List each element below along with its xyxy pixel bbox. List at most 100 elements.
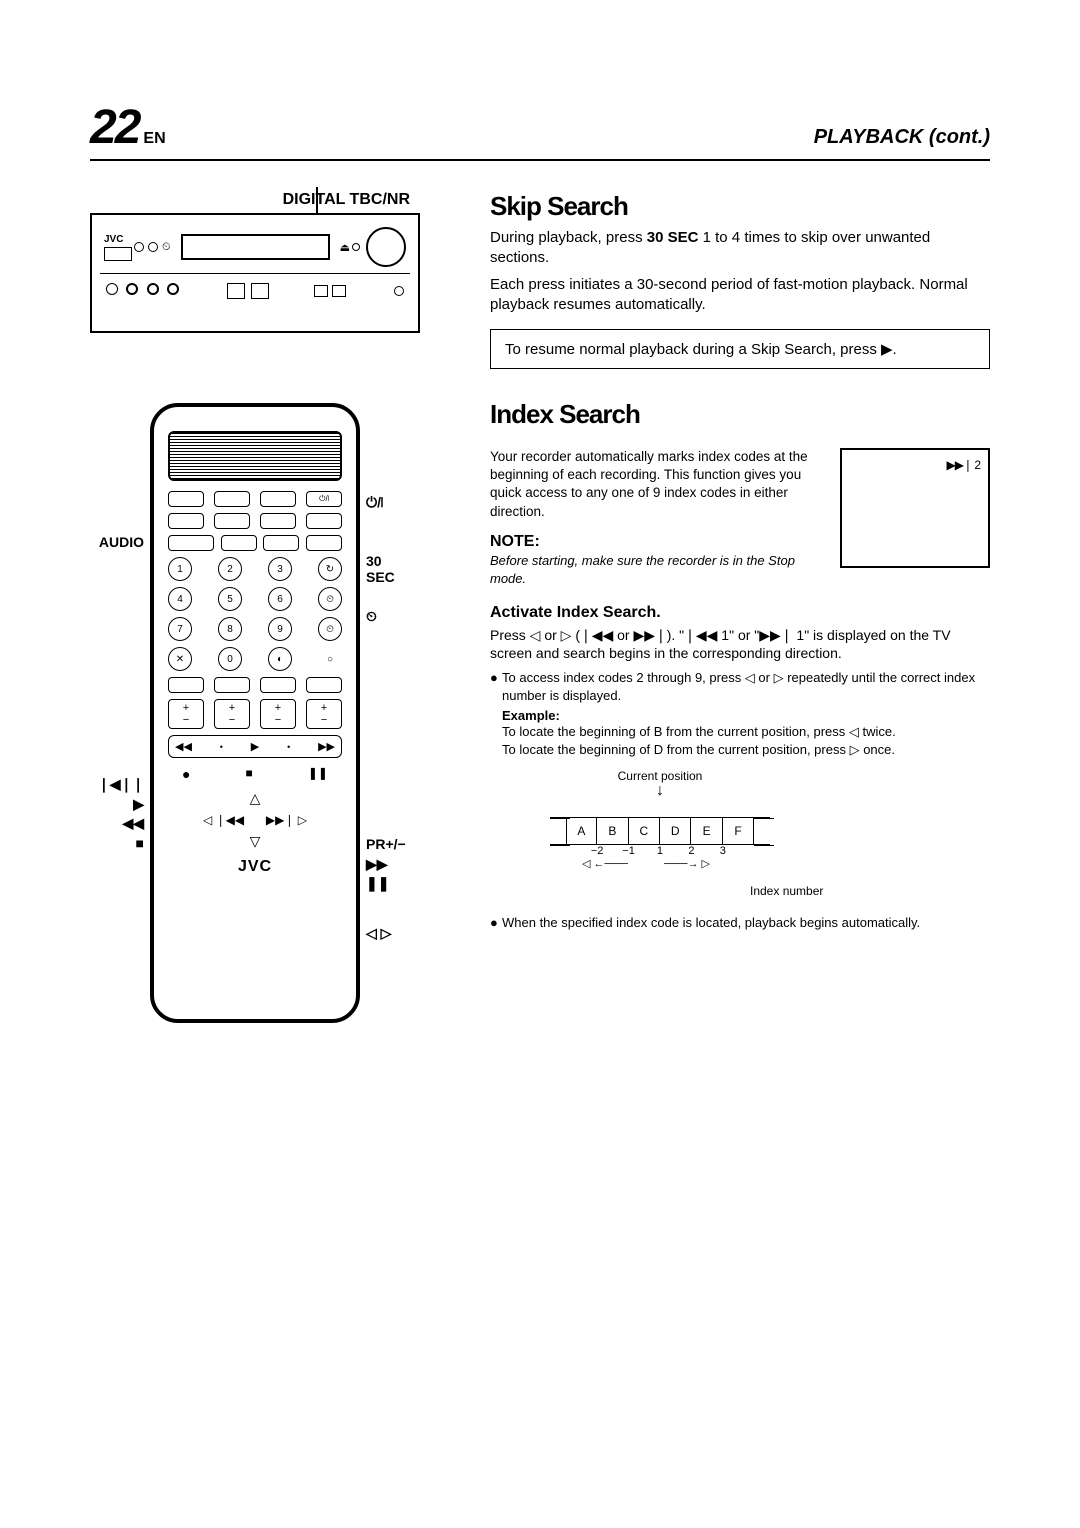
keypad-6: 6 <box>268 587 292 611</box>
vcr-button-group <box>104 282 181 300</box>
vcr-button-icon <box>227 283 245 299</box>
idx-num: 1 <box>644 845 675 857</box>
tape-end-icon <box>550 818 566 844</box>
sec30-button-icon: ↻ <box>318 557 342 581</box>
skip-p1a: During playback, press <box>490 229 647 246</box>
rewind-label: ◀◀ <box>96 814 144 833</box>
vcr-led-icon <box>148 242 158 252</box>
remote-button-icon <box>260 491 296 507</box>
tape-diagram: Current position ↓ A B C D E F −2 −1 1 <box>550 769 990 898</box>
tbc-pointer-line <box>316 187 318 215</box>
remote-labels-left: AUDIO ❘◀❘❘ ▶ ◀◀ ■ <box>90 403 150 1023</box>
audio-label: AUDIO <box>96 533 144 552</box>
vcr-led-icon <box>134 242 144 252</box>
rec-button-icon: ● <box>182 766 190 782</box>
skip-note-box: To resume normal playback during a Skip … <box>490 329 990 369</box>
timer-button-icon: ⏲ <box>318 617 342 641</box>
vcr-led-icon <box>394 286 404 296</box>
keypad-1: 1 <box>168 557 192 581</box>
vcr-button-icon <box>251 283 269 299</box>
bullet-2-text: When the specified index code is located… <box>502 914 920 932</box>
page-number: 22 <box>90 100 139 155</box>
page: 22 EN PLAYBACK (cont.) DIGITAL TBC/NR JV… <box>0 0 1080 1528</box>
jog-dial-icon <box>366 227 406 267</box>
keypad-7: 7 <box>168 617 192 641</box>
page-header: 22 EN PLAYBACK (cont.) <box>90 100 990 161</box>
pause-label: ❚❚ <box>366 874 414 893</box>
remote-button-icon <box>263 535 299 551</box>
vcr-brand: JVC <box>104 234 132 245</box>
cassette-slot <box>181 234 330 260</box>
bullet-2: ● When the specified index code is locat… <box>490 914 990 932</box>
remote-illustration-group: AUDIO ❘◀❘❘ ▶ ◀◀ ■ ⏻/❘ <box>90 403 450 1023</box>
power-label: ⏻/❘ <box>366 493 414 512</box>
right-column: Skip Search During playback, press 30 SE… <box>490 191 990 1023</box>
remote-button-icon <box>214 491 250 507</box>
remote-button-icon <box>306 535 342 551</box>
left-arrow-icon: ◁ ❘◀◀ <box>203 813 244 827</box>
remote-button-icon: ⏲ <box>318 587 342 611</box>
index-intro: Your recorder automatically marks index … <box>490 448 822 521</box>
down-arrow-icon: ▽ <box>250 833 261 850</box>
vcr-illustration: JVC ⏲ ⏏ <box>90 213 420 333</box>
bullet-1-text: To access index codes 2 through 9, press… <box>502 669 990 704</box>
tbc-nr-label: DIGITAL TBC/NR <box>90 191 450 209</box>
review-label: ❘◀❘❘ <box>96 775 144 794</box>
current-position-label: Current position <box>550 769 770 783</box>
example-2: To locate the beginning of D from the cu… <box>502 741 990 759</box>
index-intro-row: Your recorder automatically marks index … <box>490 448 990 588</box>
play-button-icon: ▶ <box>251 740 259 753</box>
tape-cell: D <box>660 818 691 844</box>
page-number-group: 22 EN <box>90 100 166 155</box>
keypad-8: 8 <box>218 617 242 641</box>
remote-button-icon <box>260 677 296 693</box>
dot-icon: • <box>287 742 290 752</box>
tape-index-numbers: −2 −1 1 2 3 <box>550 845 770 857</box>
pause-button-icon: ❚❚ <box>308 766 328 782</box>
vcr-button-icon <box>167 283 179 295</box>
bullet-dot-icon: ● <box>490 669 502 704</box>
eject-icon: ⏏ <box>340 241 350 254</box>
activate-body: Press ◁ or ▷ (❘◀◀ or ▶▶❘). "❘◀◀ 1" or "▶… <box>490 626 990 664</box>
right-arrow-icon: ▶▶❘ ▷ <box>266 813 307 827</box>
dot-icon: • <box>220 742 223 752</box>
remote-button-icon: ◐ <box>268 647 292 671</box>
idx-num <box>739 845 770 857</box>
stop-label: ■ <box>96 834 144 853</box>
index-search-heading: Index Search <box>490 399 990 430</box>
play-label: ▶ <box>96 795 144 814</box>
remote-brand: JVC <box>168 858 342 876</box>
remote-button-icon <box>306 677 342 693</box>
activate-heading: Activate Index Search. <box>490 604 990 622</box>
remote-button-icon <box>168 491 204 507</box>
bullet-1: ● To access index codes 2 through 9, pre… <box>490 669 990 704</box>
audio-button-icon <box>168 535 214 551</box>
remote-button-icon <box>221 535 257 551</box>
dpad-icon: △ ▽ ◁ ❘◀◀ ▶▶❘ ▷ <box>195 790 315 850</box>
rew-button-icon: ◀◀ <box>175 740 192 753</box>
keypad-9: 9 <box>268 617 292 641</box>
vcr-button-icon <box>332 285 346 297</box>
pr-button-icon: +− <box>214 699 250 729</box>
vcr-button-icon <box>147 283 159 295</box>
tape-cell: E <box>691 818 722 844</box>
main-columns: DIGITAL TBC/NR JVC ⏲ ⏏ <box>90 191 990 1023</box>
up-arrow-icon: △ <box>250 790 261 807</box>
tape-cell: B <box>597 818 628 844</box>
idx-num: 2 <box>676 845 707 857</box>
tape-cell: C <box>629 818 660 844</box>
leftright-label: ◁ ▷ <box>366 924 414 943</box>
tv-screen-icon: ▶▶❘ 2 <box>840 448 990 568</box>
skip-p2: Each press initiates a 30-second period … <box>490 275 990 316</box>
skip-search-heading: Skip Search <box>490 191 990 222</box>
remote-button-icon <box>306 513 342 529</box>
tape-direction-arrows: ◁ ←─── ───→ ▷ <box>550 857 770 870</box>
ir-window-icon <box>168 431 342 481</box>
note-heading: NOTE: <box>490 531 822 553</box>
tape-cells: A B C D E F <box>550 817 770 845</box>
vcr-button-icon <box>106 283 118 295</box>
keypad-3: 3 <box>268 557 292 581</box>
vcr-button-icon <box>126 283 138 295</box>
idx-num: −2 <box>581 845 612 857</box>
remote-button-icon: ○ <box>318 647 342 671</box>
